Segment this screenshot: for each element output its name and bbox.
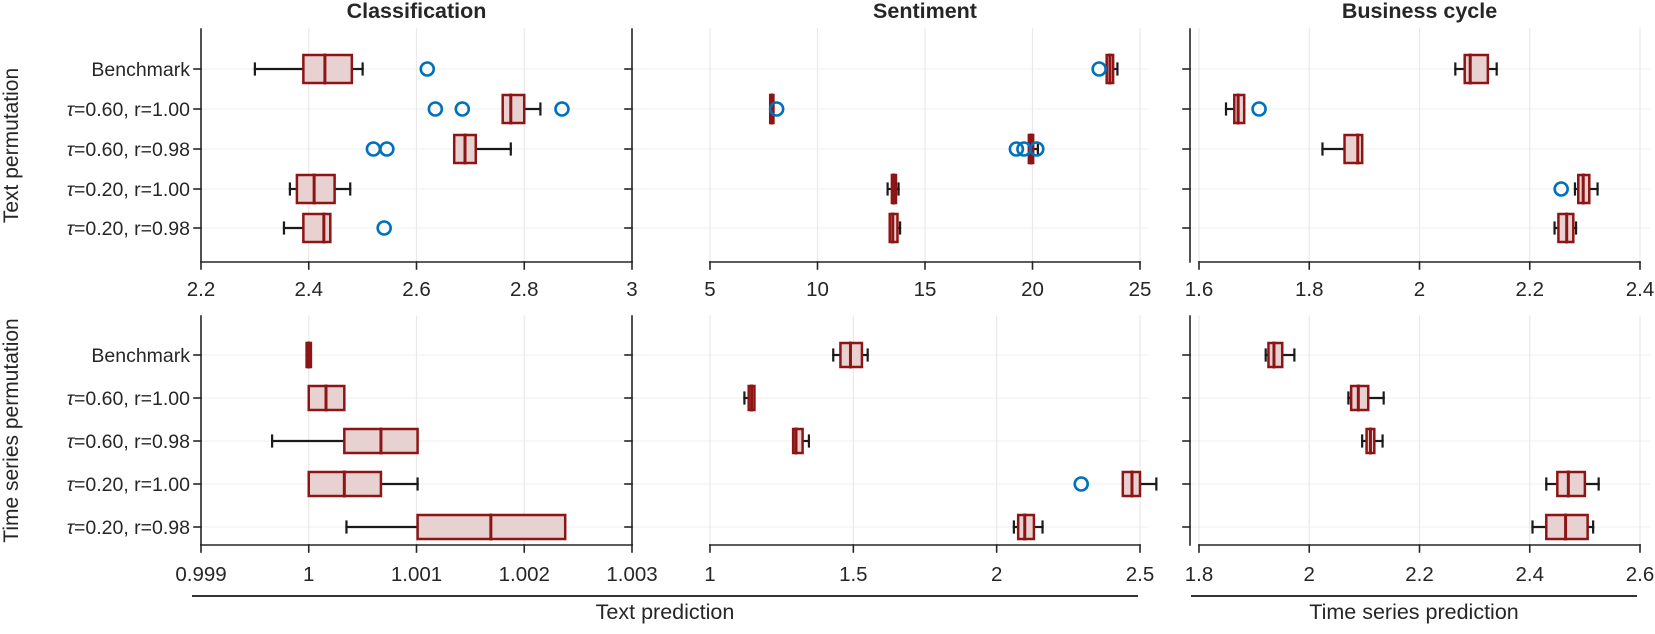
x-tick-label: 2	[1414, 278, 1425, 301]
box	[1463, 53, 1490, 85]
box	[501, 93, 526, 125]
row-axis-label: Time series permutation	[0, 318, 23, 542]
box	[1343, 133, 1364, 165]
x-tick-label: 0.999	[175, 563, 226, 586]
box	[302, 212, 332, 244]
box	[302, 53, 354, 85]
outlier-point	[554, 101, 570, 117]
x-tick-label: 20	[1021, 278, 1044, 301]
category-label: Benchmark	[91, 59, 190, 81]
x-tick-label: 15	[914, 278, 937, 301]
x-tick-label: 1.8	[1295, 278, 1324, 301]
x-tick-label: 1	[303, 563, 314, 586]
x-tick-label: 2.2	[1516, 278, 1545, 301]
outlier-point	[1251, 101, 1267, 117]
x-tick-label: 1.001	[391, 563, 442, 586]
x-tick-label: 2.5	[1126, 563, 1155, 586]
x-tick-label: 2.4	[295, 278, 324, 301]
x-tick-label: 2	[991, 563, 1002, 586]
outlier-point	[1029, 141, 1045, 157]
x-tick-label: 1.5	[839, 563, 868, 586]
x-tick-label: 2.2	[1405, 563, 1434, 586]
x-tick-label: 2.8	[510, 278, 539, 301]
axis-group-label: Time series prediction	[1309, 600, 1519, 624]
category-label: τ=0.60, r=0.98	[67, 139, 190, 161]
outlier-point	[376, 220, 392, 236]
x-tick-label: 1.002	[499, 563, 550, 586]
x-tick-label: 3	[626, 278, 637, 301]
x-tick-label: 1.8	[1185, 563, 1214, 586]
category-label: τ=0.60, r=1.00	[67, 99, 190, 121]
x-tick-label: 10	[806, 278, 829, 301]
axis-group-label: Text prediction	[596, 600, 735, 624]
box	[295, 173, 336, 205]
category-label: τ=0.60, r=1.00	[67, 388, 190, 410]
category-label: τ=0.60, r=0.98	[67, 431, 190, 453]
outlier-point	[427, 101, 444, 117]
box	[1556, 470, 1587, 498]
x-tick-label: 25	[1129, 278, 1152, 301]
x-tick-label: 2.4	[1626, 278, 1655, 301]
column-title: Sentiment	[873, 0, 977, 23]
category-label: Benchmark	[91, 345, 190, 367]
x-tick-label: 1.6	[1185, 278, 1214, 301]
category-label: τ=0.20, r=0.98	[67, 517, 190, 539]
column-title: Business cycle	[1342, 0, 1497, 23]
outlier-point	[1553, 181, 1569, 197]
outlier-point	[1091, 61, 1107, 77]
outlier-point	[454, 101, 471, 117]
box	[791, 427, 804, 455]
x-tick-label: 1.003	[606, 563, 657, 586]
outlier-point	[768, 101, 785, 117]
row-axis-label: Text permutation	[0, 68, 23, 223]
outlier-point	[419, 61, 436, 77]
x-tick-label: 2	[1304, 563, 1315, 586]
x-tick-label: 2.4	[1516, 563, 1545, 586]
outlier-point	[1008, 141, 1025, 157]
category-label: τ=0.20, r=0.98	[67, 218, 190, 240]
category-label: τ=0.20, r=1.00	[67, 179, 190, 201]
x-tick-label: 2.6	[1626, 563, 1655, 586]
outlier-point	[1073, 476, 1090, 492]
outlier-point	[379, 141, 395, 157]
column-title: Classification	[347, 0, 487, 23]
category-label: τ=0.20, r=1.00	[67, 474, 190, 496]
x-tick-label: 5	[704, 278, 715, 301]
x-tick-label: 1	[704, 563, 715, 586]
x-tick-label: 2.2	[187, 278, 216, 301]
x-tick-label: 2.6	[402, 278, 431, 301]
